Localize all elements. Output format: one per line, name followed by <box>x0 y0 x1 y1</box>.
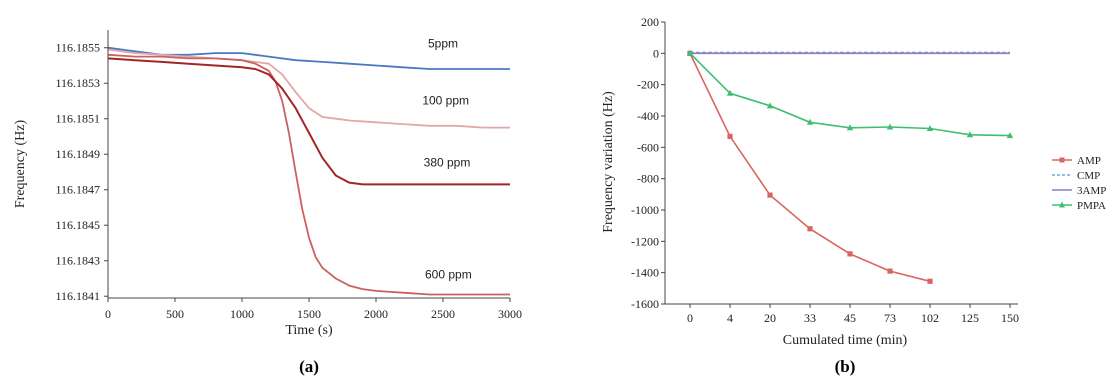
point-marker-PMPA <box>846 124 854 131</box>
point-marker-AMP <box>847 251 853 257</box>
x-tick-label: 4 <box>727 311 733 325</box>
series-line-5ppm <box>107 46 510 70</box>
series-annotation: 5ppm <box>428 37 458 51</box>
series-line-600-ppm <box>107 53 510 296</box>
chart-a-caption: (a) <box>299 357 319 376</box>
chart-b-x-label: Cumulated time (min) <box>783 333 908 348</box>
point-marker-PMPA <box>966 131 974 138</box>
point-marker-PMPA <box>806 118 814 125</box>
y-tick-label: 116.1855 <box>55 41 100 55</box>
series-line-AMP <box>689 52 931 283</box>
point-marker-PMPA <box>1006 132 1014 139</box>
point-marker-AMP <box>807 226 813 232</box>
point-marker-PMPA <box>766 102 774 109</box>
x-tick-label: 2500 <box>431 307 455 321</box>
series-annotation: 600 ppm <box>425 267 472 281</box>
x-tick-label: 1000 <box>230 307 254 321</box>
point-marker-AMP <box>767 192 773 198</box>
y-tick-label: 116.1845 <box>55 218 100 232</box>
series-annotation: 100 ppm <box>422 94 469 108</box>
x-tick-label: 2000 <box>364 307 388 321</box>
point-marker-AMP <box>727 133 733 139</box>
legend-label: 3AMP <box>1077 185 1106 197</box>
chart-b-legend: AMP CMP 3AMP PMPA <box>1052 155 1106 212</box>
x-tick-label: 0 <box>687 311 693 325</box>
chart-b-series <box>686 49 1014 284</box>
chart-b-y-label: Frequency variation (Hz) <box>601 91 616 233</box>
x-tick-label: 73 <box>884 311 896 325</box>
y-tick-label: 116.1849 <box>55 147 100 161</box>
y-tick-label: -1200 <box>631 234 659 248</box>
point-marker-PMPA <box>726 89 734 96</box>
chart-a-y-label: Frequency (Hz) <box>13 120 28 209</box>
chart-a-annotations: 5ppm 100 ppm 380 ppm 600 ppm <box>422 37 471 282</box>
legend-label: PMPA <box>1077 200 1106 212</box>
y-tick-label: -400 <box>637 109 659 123</box>
y-tick-label: 116.1847 <box>55 183 100 197</box>
x-tick-label: 1500 <box>297 307 321 321</box>
x-tick-label: 33 <box>804 311 816 325</box>
y-tick-label: 116.1851 <box>55 112 100 126</box>
y-tick-label: 0 <box>653 46 659 60</box>
y-tick-label: 116.1853 <box>55 76 100 90</box>
x-tick-label: 500 <box>166 307 184 321</box>
x-tick-label: 20 <box>764 311 776 325</box>
x-tick-label: 3000 <box>498 307 522 321</box>
legend-label: AMP <box>1077 155 1101 167</box>
y-tick-label: 116.1841 <box>55 289 100 303</box>
legend-label: CMP <box>1077 170 1100 182</box>
x-tick-label: 125 <box>961 311 979 325</box>
y-tick-label: -600 <box>637 140 659 154</box>
point-marker-PMPA <box>926 125 934 132</box>
chart-a-x-ticks: 0 500 1000 1500 2000 2500 3000 <box>105 298 522 321</box>
point-marker-AMP <box>887 268 893 274</box>
y-tick-label: -800 <box>637 172 659 186</box>
chart-b-y-ticks: 200 0 -200 -400 -600 -800 -1000 -1200 -1400 -1600 <box>631 15 665 311</box>
series-line-380-ppm <box>107 57 510 186</box>
point-marker-PMPA <box>886 123 894 130</box>
y-tick-label: 116.1843 <box>55 254 100 268</box>
x-tick-label: 0 <box>105 307 111 321</box>
chart-a-x-label: Time (s) <box>285 323 333 338</box>
legend-marker-AMP <box>1059 157 1065 163</box>
y-tick-label: -1000 <box>631 203 659 217</box>
chart-a-series <box>107 46 510 296</box>
point-marker-PMPA <box>686 49 694 56</box>
chart-a: 0 500 1000 1500 2000 2500 3000 116.1841116.184… <box>13 30 522 376</box>
chart-b-x-ticks: 0 4 20 33 45 73 102 125 150 <box>687 304 1019 325</box>
chart-b-caption: (b) <box>835 357 856 376</box>
series-line-100-ppm <box>107 48 510 129</box>
x-tick-label: 45 <box>844 311 856 325</box>
x-tick-label: 102 <box>921 311 939 325</box>
series-line-PMPA <box>689 52 1011 137</box>
y-tick-label: -200 <box>637 78 659 92</box>
chart-a-y-ticks: 116.1841 116.1843 116.1845 116.1847 116.1849… <box>55 41 108 303</box>
y-tick-label: 200 <box>641 15 659 29</box>
chart-b: 0 4 20 33 45 73 102 125 150 200 0 -200 -400 -600 -800… <box>601 15 1106 376</box>
x-tick-label: 150 <box>1001 311 1019 325</box>
series-annotation: 380 ppm <box>424 156 471 170</box>
legend-marker-PMPA <box>1059 201 1065 208</box>
point-marker-AMP <box>927 278 933 284</box>
y-tick-label: -1600 <box>631 297 659 311</box>
y-tick-label: -1400 <box>631 266 659 280</box>
